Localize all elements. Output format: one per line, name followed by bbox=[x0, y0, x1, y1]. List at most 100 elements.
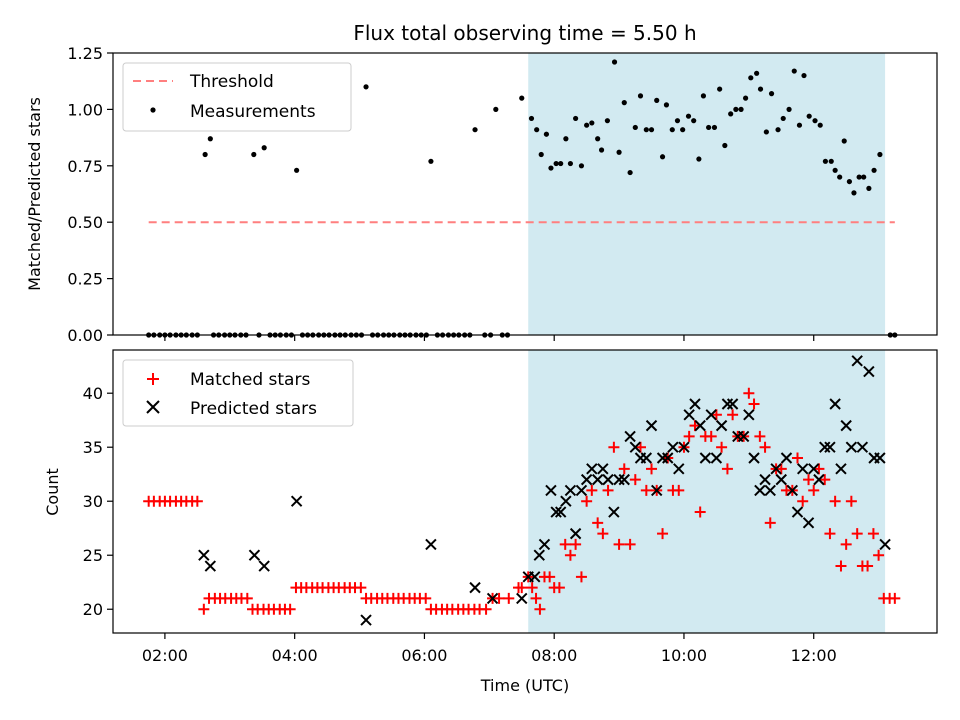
measurement-point bbox=[548, 165, 554, 171]
measurement-point bbox=[696, 156, 702, 162]
legend-matched-label: Matched stars bbox=[190, 370, 310, 390]
predicted-star-point bbox=[819, 441, 831, 453]
top-legend: Threshold Measurements bbox=[122, 62, 352, 132]
measurement-point bbox=[202, 151, 208, 158]
predicted-star-point bbox=[754, 484, 766, 497]
predicted-star-point bbox=[689, 398, 701, 410]
predicted-star-point bbox=[290, 495, 303, 507]
measurement-point bbox=[775, 127, 781, 133]
predicted-star-point bbox=[258, 560, 270, 572]
predicted-star-point bbox=[198, 549, 210, 561]
predicted-star-point bbox=[796, 463, 809, 475]
measurement-point bbox=[627, 169, 633, 176]
measurement-point bbox=[871, 167, 877, 173]
matched-star-point bbox=[819, 474, 831, 486]
measurement-point bbox=[817, 122, 823, 128]
x-tick-label: 02:00 bbox=[142, 646, 188, 665]
predicted-star-point bbox=[710, 452, 723, 464]
predicted-star-point bbox=[678, 441, 690, 453]
measurement-point bbox=[553, 160, 559, 167]
predicted-star-point bbox=[813, 473, 825, 486]
predicted-star-point bbox=[538, 538, 551, 551]
measurement-point bbox=[659, 154, 666, 160]
matched-star-point bbox=[634, 441, 646, 453]
measurement-point bbox=[877, 151, 883, 158]
matched-star-point bbox=[705, 430, 717, 442]
measurement-point bbox=[722, 142, 728, 149]
legend-predicted-swatch bbox=[146, 400, 160, 414]
measurement-point bbox=[828, 158, 834, 164]
measurement-point bbox=[691, 118, 697, 124]
measurement-point bbox=[706, 124, 712, 131]
measurement-point bbox=[717, 86, 723, 92]
y-tick-label: 0.75 bbox=[67, 157, 103, 176]
y-tick-label: 25 bbox=[83, 546, 103, 565]
measurement-point bbox=[528, 115, 535, 122]
predicted-star-point bbox=[694, 419, 706, 432]
measurement-point bbox=[796, 122, 803, 128]
matched-star-point bbox=[191, 495, 203, 507]
measurement-point bbox=[680, 127, 686, 133]
y-tick-label: 0.25 bbox=[67, 270, 103, 289]
predicted-star-point bbox=[775, 473, 787, 486]
predicted-star-point bbox=[759, 473, 771, 486]
matched-star-point bbox=[613, 538, 625, 550]
matched-star-point bbox=[889, 592, 901, 604]
predicted-star-point bbox=[204, 560, 217, 572]
x-tick-label: 10:00 bbox=[661, 646, 707, 665]
matched-star-point bbox=[284, 603, 296, 615]
predicted-star-point bbox=[845, 441, 858, 453]
y-tick-label: 1.00 bbox=[67, 100, 103, 119]
measurement-point bbox=[558, 160, 564, 167]
matched-star-point bbox=[534, 603, 546, 615]
matched-star-point bbox=[526, 582, 538, 594]
measurement-point bbox=[851, 190, 857, 196]
matched-star-point bbox=[716, 441, 728, 453]
measurement-point bbox=[207, 136, 213, 142]
y-tick-label: 20 bbox=[83, 600, 103, 619]
measurement-point bbox=[363, 84, 369, 90]
predicted-star-point bbox=[575, 484, 588, 497]
matched-star-points bbox=[143, 387, 901, 615]
measurement-point bbox=[822, 158, 829, 164]
predicted-star-point bbox=[545, 484, 557, 497]
measurement-point bbox=[632, 124, 638, 131]
measurement-point bbox=[472, 127, 478, 133]
matched-star-point bbox=[553, 582, 565, 594]
matched-star-point bbox=[835, 560, 847, 572]
measurement-point bbox=[604, 118, 611, 124]
legend-predicted-label: Predicted stars bbox=[190, 399, 317, 419]
bottom-y-axis-label: Count bbox=[43, 468, 62, 516]
matched-star-point bbox=[829, 495, 841, 507]
legend-measurements-label: Measurements bbox=[190, 102, 316, 122]
measurement-point bbox=[534, 127, 540, 133]
measurement-point bbox=[866, 185, 872, 191]
x-axis-label: Time (UTC) bbox=[480, 676, 569, 695]
matched-star-point bbox=[710, 409, 722, 421]
predicted-star-point bbox=[580, 473, 593, 486]
bottom-legend: Matched stars Predicted stars bbox=[122, 359, 354, 427]
measurement-point bbox=[637, 93, 644, 99]
matched-star-point bbox=[640, 484, 652, 496]
measurement-point bbox=[754, 70, 760, 76]
legend-threshold-label: Threshold bbox=[189, 72, 274, 92]
measurement-point bbox=[700, 93, 707, 99]
predicted-star-point bbox=[786, 484, 799, 497]
measurement-point bbox=[728, 111, 734, 117]
matched-star-point bbox=[754, 430, 766, 442]
matched-star-point bbox=[586, 484, 598, 496]
predicted-star-point bbox=[569, 527, 582, 540]
measurement-point bbox=[780, 115, 786, 122]
measurement-point bbox=[685, 113, 692, 119]
matched-star-point bbox=[721, 463, 733, 475]
predicted-star-point bbox=[624, 430, 636, 443]
matched-star-point bbox=[775, 463, 787, 475]
predicted-star-point bbox=[564, 484, 577, 497]
measurement-point bbox=[861, 174, 867, 180]
matched-star-point bbox=[743, 387, 755, 399]
measurement-point bbox=[742, 95, 749, 101]
measurement-point bbox=[543, 131, 550, 137]
measurement-point bbox=[812, 118, 818, 124]
measurement-point bbox=[856, 174, 862, 180]
predicted-star-point bbox=[715, 419, 728, 432]
